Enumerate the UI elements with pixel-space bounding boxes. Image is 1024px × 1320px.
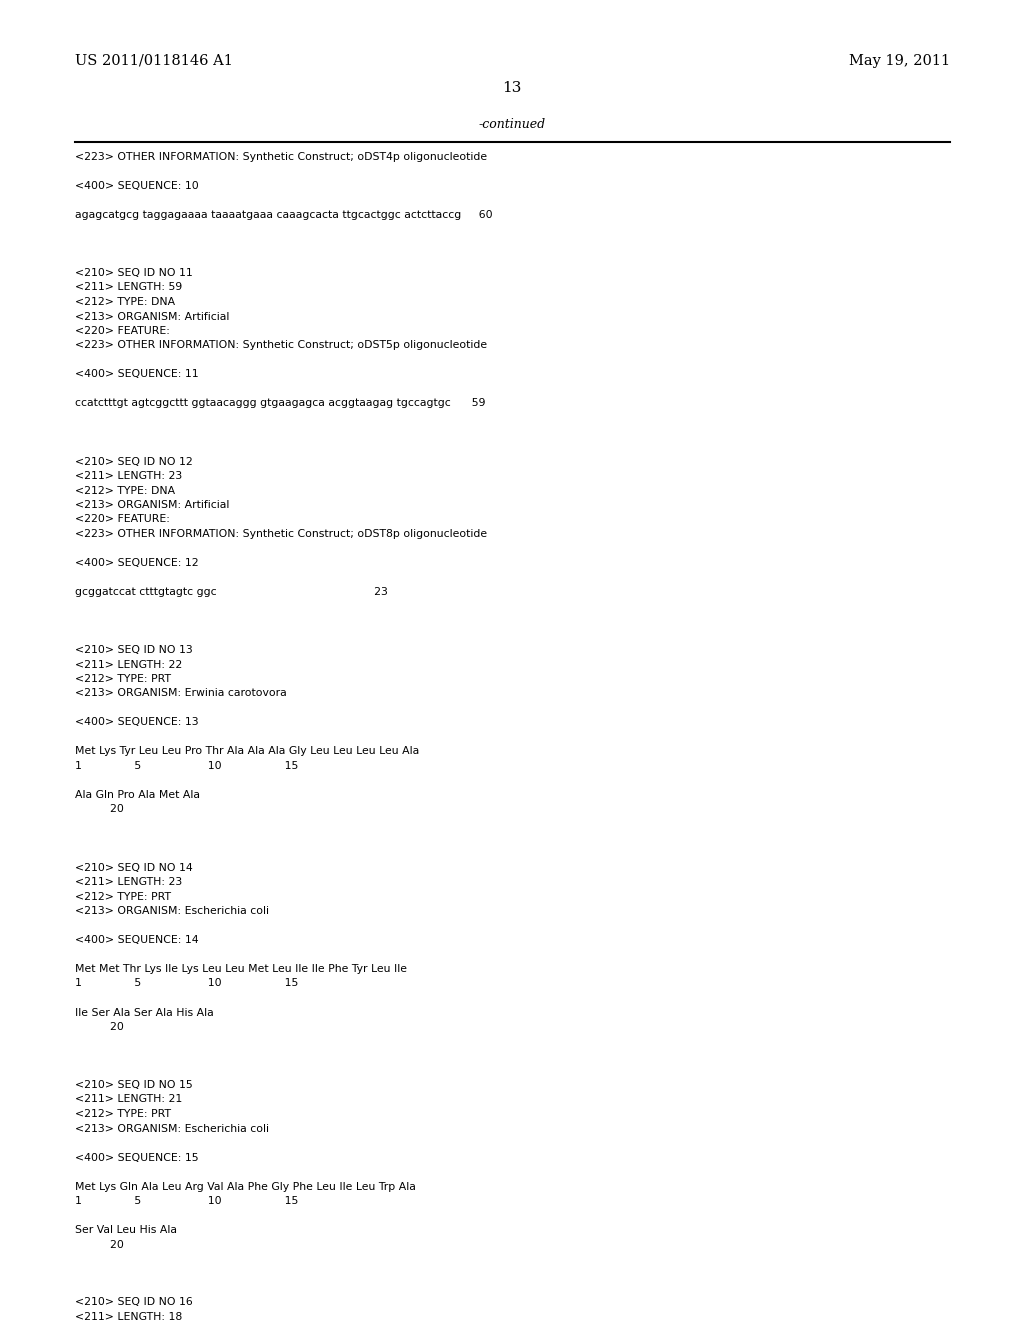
Text: <212> TYPE: PRT: <212> TYPE: PRT xyxy=(75,891,171,902)
Text: <213> ORGANISM: Erwinia carotovora: <213> ORGANISM: Erwinia carotovora xyxy=(75,689,287,698)
Text: US 2011/0118146 A1: US 2011/0118146 A1 xyxy=(75,54,232,69)
Text: <211> LENGTH: 21: <211> LENGTH: 21 xyxy=(75,1094,182,1105)
Text: <211> LENGTH: 23: <211> LENGTH: 23 xyxy=(75,876,182,887)
Text: <223> OTHER INFORMATION: Synthetic Construct; oDST8p oligonucleotide: <223> OTHER INFORMATION: Synthetic Const… xyxy=(75,529,487,539)
Text: <211> LENGTH: 22: <211> LENGTH: 22 xyxy=(75,660,182,669)
Text: Met Lys Tyr Leu Leu Pro Thr Ala Ala Ala Gly Leu Leu Leu Leu Ala: Met Lys Tyr Leu Leu Pro Thr Ala Ala Ala … xyxy=(75,747,419,756)
Text: Met Met Thr Lys Ile Lys Leu Leu Met Leu Ile Ile Phe Tyr Leu Ile: Met Met Thr Lys Ile Lys Leu Leu Met Leu … xyxy=(75,964,407,974)
Text: ccatctttgt agtcggcttt ggtaacaggg gtgaagagca acggtaagag tgccagtgc      59: ccatctttgt agtcggcttt ggtaacaggg gtgaaga… xyxy=(75,399,485,408)
Text: <400> SEQUENCE: 15: <400> SEQUENCE: 15 xyxy=(75,1152,199,1163)
Text: <210> SEQ ID NO 15: <210> SEQ ID NO 15 xyxy=(75,1080,193,1090)
Text: <212> TYPE: PRT: <212> TYPE: PRT xyxy=(75,675,171,684)
Text: <223> OTHER INFORMATION: Synthetic Construct; oDST4p oligonucleotide: <223> OTHER INFORMATION: Synthetic Const… xyxy=(75,152,487,162)
Text: 13: 13 xyxy=(503,81,521,95)
Text: <210> SEQ ID NO 11: <210> SEQ ID NO 11 xyxy=(75,268,193,279)
Text: Ala Gln Pro Ala Met Ala: Ala Gln Pro Ala Met Ala xyxy=(75,789,200,800)
Text: 20: 20 xyxy=(75,804,124,814)
Text: <211> LENGTH: 18: <211> LENGTH: 18 xyxy=(75,1312,182,1320)
Text: <211> LENGTH: 59: <211> LENGTH: 59 xyxy=(75,282,182,293)
Text: <212> TYPE: DNA: <212> TYPE: DNA xyxy=(75,486,175,495)
Text: agagcatgcg taggagaaaa taaaatgaaa caaagcacta ttgcactggc actcttaccg     60: agagcatgcg taggagaaaa taaaatgaaa caaagca… xyxy=(75,210,493,220)
Text: <213> ORGANISM: Artificial: <213> ORGANISM: Artificial xyxy=(75,500,229,510)
Text: <220> FEATURE:: <220> FEATURE: xyxy=(75,326,170,337)
Text: <400> SEQUENCE: 14: <400> SEQUENCE: 14 xyxy=(75,935,199,945)
Text: <213> ORGANISM: Artificial: <213> ORGANISM: Artificial xyxy=(75,312,229,322)
Text: <211> LENGTH: 23: <211> LENGTH: 23 xyxy=(75,471,182,480)
Text: <212> TYPE: DNA: <212> TYPE: DNA xyxy=(75,297,175,308)
Text: 1               5                   10                  15: 1 5 10 15 xyxy=(75,978,298,989)
Text: -continued: -continued xyxy=(478,117,546,131)
Text: Ser Val Leu His Ala: Ser Val Leu His Ala xyxy=(75,1225,177,1236)
Text: <213> ORGANISM: Escherichia coli: <213> ORGANISM: Escherichia coli xyxy=(75,906,269,916)
Text: <212> TYPE: PRT: <212> TYPE: PRT xyxy=(75,1109,171,1119)
Text: <210> SEQ ID NO 12: <210> SEQ ID NO 12 xyxy=(75,457,193,466)
Text: <400> SEQUENCE: 13: <400> SEQUENCE: 13 xyxy=(75,718,199,727)
Text: <210> SEQ ID NO 13: <210> SEQ ID NO 13 xyxy=(75,645,193,655)
Text: <400> SEQUENCE: 10: <400> SEQUENCE: 10 xyxy=(75,181,199,191)
Text: <223> OTHER INFORMATION: Synthetic Construct; oDST5p oligonucleotide: <223> OTHER INFORMATION: Synthetic Const… xyxy=(75,341,487,351)
Text: 1               5                   10                  15: 1 5 10 15 xyxy=(75,762,298,771)
Text: <213> ORGANISM: Escherichia coli: <213> ORGANISM: Escherichia coli xyxy=(75,1123,269,1134)
Text: 1               5                   10                  15: 1 5 10 15 xyxy=(75,1196,298,1206)
Text: 20: 20 xyxy=(75,1239,124,1250)
Text: gcggatccat ctttgtagtc ggc                                             23: gcggatccat ctttgtagtc ggc 23 xyxy=(75,587,388,597)
Text: <210> SEQ ID NO 16: <210> SEQ ID NO 16 xyxy=(75,1298,193,1308)
Text: <400> SEQUENCE: 12: <400> SEQUENCE: 12 xyxy=(75,558,199,568)
Text: Ile Ser Ala Ser Ala His Ala: Ile Ser Ala Ser Ala His Ala xyxy=(75,1007,214,1018)
Text: 20: 20 xyxy=(75,1022,124,1032)
Text: Met Lys Gln Ala Leu Arg Val Ala Phe Gly Phe Leu Ile Leu Trp Ala: Met Lys Gln Ala Leu Arg Val Ala Phe Gly … xyxy=(75,1181,416,1192)
Text: <220> FEATURE:: <220> FEATURE: xyxy=(75,515,170,524)
Text: May 19, 2011: May 19, 2011 xyxy=(849,54,950,69)
Text: <400> SEQUENCE: 11: <400> SEQUENCE: 11 xyxy=(75,370,199,380)
Text: <210> SEQ ID NO 14: <210> SEQ ID NO 14 xyxy=(75,862,193,873)
